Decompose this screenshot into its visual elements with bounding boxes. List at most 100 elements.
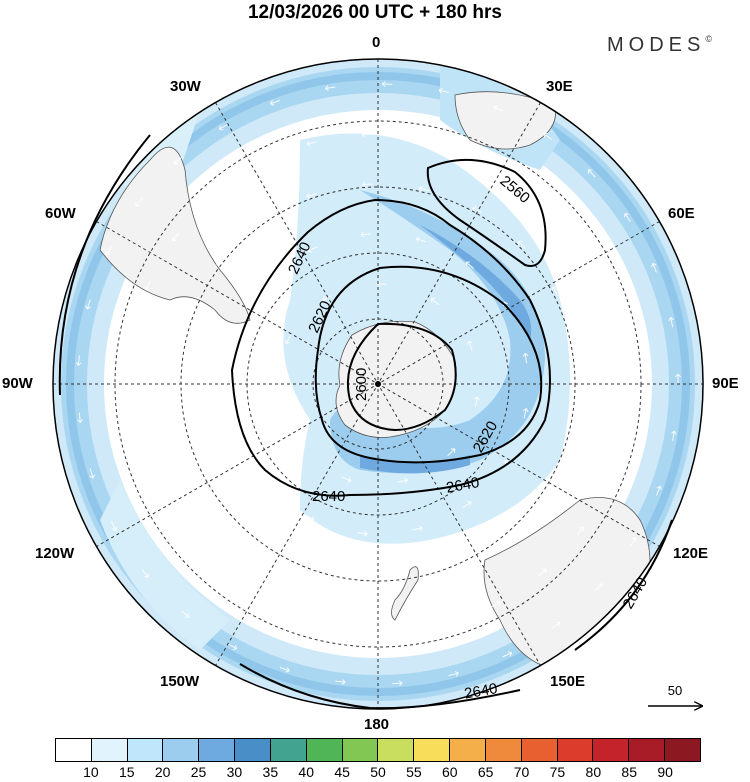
wind-arrow [417,134,428,141]
wind-arrow [279,667,290,673]
map-boundary [52,58,704,710]
wind-arrow [448,671,459,677]
colorbar-cell [270,739,307,761]
wind-arrow [218,123,229,131]
wind-arrow [551,621,561,629]
wind-arrow [224,377,231,388]
contour-2640 [230,198,551,497]
wind-arrow [274,611,285,618]
wind-arrow [383,580,395,587]
wind-arrow [532,502,540,511]
wind-arrow [307,246,318,253]
wind-arrow [89,468,95,479]
wind-arrow [306,193,317,199]
brand-mark: © [705,34,712,44]
wind-arrow [325,85,336,91]
modes-logo: MODES© [607,34,712,57]
wind-arrow [518,240,526,250]
colorbar-cell [485,739,522,761]
wind-arrow [254,161,265,168]
wind-arrow [502,651,513,658]
colorbar-cell [378,739,415,761]
colorbar-cell [521,739,558,761]
colorbar-cell [235,739,271,761]
wind-arrow [624,367,631,378]
lon-label-150e: 150E [550,673,586,690]
wind-arrow [361,181,373,188]
wind-arrow [392,680,403,687]
colorbar-cell [629,739,666,761]
wind-arrow [543,133,553,141]
colorbar-tick-label: 60 [441,764,458,780]
new-zealand [391,566,419,621]
wind-arrow [256,218,266,226]
colorbar-cell [56,739,92,761]
wind-arrow [656,485,662,496]
wind-arrow [615,312,622,323]
wind-arrow [439,621,450,628]
lon-label-150w: 150W [160,673,200,690]
wind-arrow [209,192,218,200]
colorbar-cell [91,739,128,761]
wind-arrow [75,355,82,366]
lon-label-180: 180 [364,716,390,733]
wind-arrow [186,544,194,553]
wind-arrow [412,525,423,532]
lon-label-120w: 120W [35,545,75,562]
lon-label-90e: 90E [712,375,739,392]
map-title: 12/03/2026 00 UTC + 180 hrs [247,2,503,23]
wind-arrow [522,352,529,364]
colorbar-cell [665,739,700,761]
wind-arrow [384,630,395,637]
wind-arrow [467,340,473,351]
wind-arrow [561,452,568,463]
colorbar-cell [199,739,236,761]
wind-arrow [439,569,450,575]
colorbar [55,738,701,762]
colorbar-tick-label: 45 [334,764,350,780]
colorbar-tick-label: 75 [549,764,566,780]
contour-2640-pacific [239,663,521,710]
wind-arrow [490,542,500,550]
wind-arrow [472,206,482,214]
inner-jet [330,190,545,474]
wind-arrow [594,260,601,271]
wind-arrow [135,198,143,207]
wind-arrow [605,477,612,488]
contour-label-2600: 2600 [353,368,370,401]
wind-arrow [128,334,135,345]
colorbar-tick-label: 20 [154,764,171,780]
wind-arrow [125,390,132,401]
wind-arrow [235,323,242,334]
colorbar-tick-label: 80 [585,764,602,780]
wind-arrow [576,526,584,536]
colorbar-cell [593,739,630,761]
wind-arrow [471,150,482,157]
lon-label-90w: 90W [2,375,33,392]
wind-arrow [155,497,162,508]
contour-2640-outer [58,134,151,396]
lon-label-120e: 120E [673,545,709,562]
wind-arrow [675,373,681,384]
contour-label-2640-pacific: 2640 [463,680,499,703]
colorbar-tick-label: 10 [83,764,99,780]
wind-arrow [326,576,338,583]
wind-arrow [465,261,475,269]
wind-arrow [671,430,677,441]
wind-arrow [227,643,238,650]
colorbar-tick-label: 85 [621,764,638,780]
colorbar-cell [127,739,164,761]
wind-arrow [275,389,282,401]
wind-arrow [335,679,346,685]
colorbar-cell [557,739,594,761]
colorbar-tick-label: 15 [118,764,135,780]
wind-arrow [322,295,332,302]
wind-arrow [296,442,304,452]
reference-vector-value: 50 [667,683,683,698]
colorbar-cell [450,739,486,761]
wind-arrow [360,231,372,238]
colorbar-tick-label: 65 [477,764,494,780]
wind-arrow [397,477,409,484]
lon-label-60w: 60W [45,205,76,222]
colorbar-cell [414,739,451,761]
